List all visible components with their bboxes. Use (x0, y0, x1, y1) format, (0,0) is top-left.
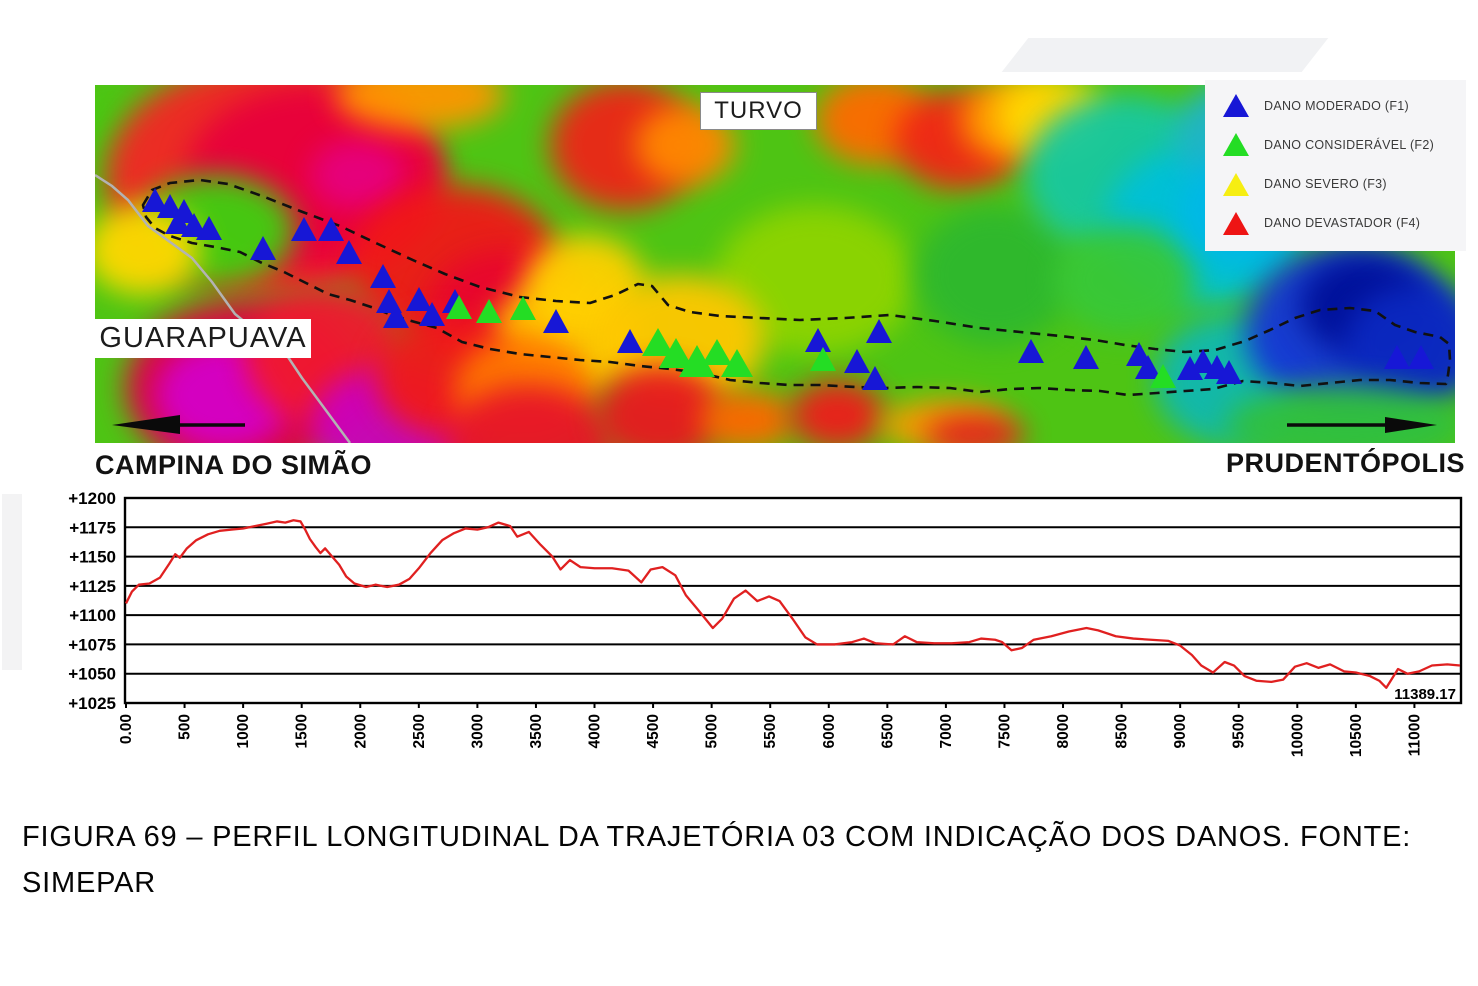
scan-artifact-left (2, 494, 22, 670)
svg-text:+1075: +1075 (68, 635, 116, 654)
triangle-marker-icon (1223, 172, 1249, 196)
legend-item-label: DANO SEVERO (F3) (1264, 177, 1387, 192)
triangle-marker-icon (1223, 94, 1249, 118)
heatmap-blob (700, 390, 795, 443)
svg-text:8000: 8000 (1055, 714, 1072, 748)
svg-text:+1025: +1025 (68, 694, 116, 713)
damage-marker-f2 (475, 299, 502, 323)
svg-text:7000: 7000 (938, 714, 955, 748)
damage-marker-f2 (509, 296, 536, 320)
svg-text:8500: 8500 (1114, 714, 1131, 748)
svg-text:+1200: +1200 (68, 489, 116, 508)
heatmap-blob (1225, 385, 1455, 443)
svg-text:0.00: 0.00 (118, 714, 135, 744)
damage-marker-f1 (1017, 339, 1044, 363)
damage-marker-f1 (1383, 345, 1410, 369)
svg-text:9500: 9500 (1231, 714, 1248, 748)
heatmap-blob (925, 415, 1025, 443)
svg-text:3000: 3000 (469, 714, 486, 748)
svg-text:3500: 3500 (528, 714, 545, 748)
damage-marker-f1 (195, 216, 222, 240)
legend-item-label: DANO MODERADO (F1) (1264, 98, 1409, 113)
figure-caption-line1: FIGURA 69 – PERFIL LONGITUDINAL DA TRAJE… (22, 821, 1412, 853)
svg-text:500: 500 (177, 714, 194, 740)
damage-marker-f1 (418, 302, 445, 326)
svg-text:7500: 7500 (996, 714, 1013, 748)
svg-text:2500: 2500 (411, 714, 428, 748)
damage-marker-f2 (1149, 364, 1176, 388)
city-label-prudentopolis: PRUDENTÓPOLIS (1225, 448, 1465, 478)
svg-text:10500: 10500 (1348, 714, 1365, 757)
damage-marker-f1 (542, 309, 569, 333)
svg-text:5500: 5500 (762, 714, 779, 748)
legend-item-f1: DANO MODERADO (F1) (1223, 94, 1466, 118)
map-label-guarapuava: GUARAPUAVA (95, 319, 311, 358)
damage-marker-f1 (861, 366, 888, 390)
figure-caption: FIGURA 69 – PERFIL LONGITUDINAL DA TRAJE… (22, 814, 1472, 906)
damage-map (95, 85, 1455, 443)
svg-text:+1150: +1150 (69, 548, 116, 567)
heatmap-blob (310, 140, 405, 210)
legend-item-label: DANO DEVASTADOR (F4) (1264, 216, 1421, 231)
triangle-marker-icon (1223, 211, 1249, 235)
legend-item-label: DANO CONSIDERÁVEL (F2) (1264, 137, 1435, 152)
damage-marker-f1 (865, 319, 892, 343)
damage-marker-f1 (290, 217, 317, 241)
chart-plot-border (123, 496, 1463, 705)
elevation-profile-line (124, 519, 1461, 689)
svg-text:4500: 4500 (645, 714, 662, 748)
map-legend: DANO MODERADO (F1) DANO CONSIDERÁVEL (F2)… (1205, 80, 1466, 251)
elevation-profile-chart: +1200 +1175 +1150 +1125 +1100 +1075 +1050 +1025… (68, 489, 1463, 757)
damage-marker-f2 (721, 349, 753, 377)
damage-marker-f1 (1072, 345, 1099, 369)
svg-text:6500: 6500 (879, 714, 896, 748)
heatmap-blob (1055, 225, 1195, 335)
damage-marker-f2 (445, 295, 472, 319)
triangle-marker-icon (1223, 133, 1249, 157)
svg-text:1000: 1000 (235, 714, 252, 748)
y-axis-tick-labels: +1200 +1175 +1150 +1125 +1100 +1075 +1050 +1025 (68, 489, 116, 713)
legend-item-f4: DANO DEVASTADOR (F4) (1223, 211, 1466, 235)
profile-end-distance-label: 11389.17 (1394, 686, 1456, 703)
svg-text:+1050: +1050 (68, 665, 116, 684)
map-label-turvo: TURVO (700, 92, 817, 130)
damage-marker-f2 (809, 347, 836, 371)
svg-text:10000: 10000 (1289, 714, 1306, 757)
svg-text:6000: 6000 (821, 714, 838, 748)
svg-text:4000: 4000 (587, 714, 604, 748)
trajectory-overlay (95, 173, 1452, 443)
svg-text:5000: 5000 (704, 714, 721, 748)
damage-marker-f1 (249, 236, 276, 260)
legend-item-f3: DANO SEVERO (F3) (1223, 172, 1466, 196)
damage-marker-f1 (382, 304, 409, 328)
heatmap-blob (790, 380, 885, 443)
svg-text:9000: 9000 (1172, 714, 1189, 748)
damage-marker-f1 (1215, 360, 1242, 384)
damage-marker-f1 (317, 217, 344, 241)
svg-text:11000: 11000 (1406, 714, 1423, 756)
svg-text:+1100: +1100 (69, 606, 116, 625)
svg-text:+1125: +1125 (69, 577, 116, 596)
arrow-right-prudentopolis (1287, 417, 1437, 433)
damage-marker-f1 (616, 329, 643, 353)
x-axis-tick-labels: 0.00 500 1000 1500 2000 2500 3000 3500 4000 4500 5… (118, 703, 1423, 757)
road-line (95, 173, 352, 443)
svg-text:1500: 1500 (294, 714, 311, 748)
tornado-trajectory-outline (141, 178, 1452, 397)
damage-marker-f1 (1407, 345, 1434, 369)
damage-marker-f1 (335, 240, 362, 264)
damage-marker-f1 (369, 264, 396, 288)
legend-item-f2: DANO CONSIDERÁVEL (F2) (1223, 133, 1466, 157)
svg-text:+1175: +1175 (69, 518, 116, 537)
city-label-campina-do-simao: CAMPINA DO SIMÃO (95, 450, 372, 480)
svg-text:2000: 2000 (352, 714, 369, 748)
chart-gridlines (125, 497, 1461, 704)
heatmap-blob (915, 205, 1075, 345)
figure-caption-line2: SIMEPAR (22, 867, 156, 899)
arrow-left-campina (112, 415, 245, 434)
